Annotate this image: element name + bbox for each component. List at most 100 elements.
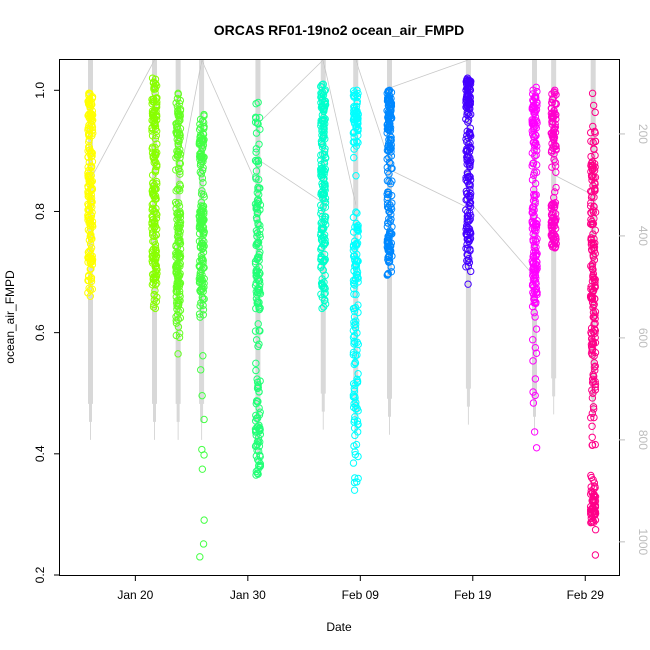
data-point: [87, 163, 96, 171]
data-point: [549, 193, 558, 202]
data-point: [387, 88, 396, 97]
data-point: [251, 156, 260, 165]
data-point: [197, 148, 205, 156]
data-point: [318, 139, 326, 147]
altitude-transit: [389, 59, 469, 89]
data-point: [551, 188, 559, 196]
data-point: [550, 133, 559, 142]
data-point: [552, 183, 560, 192]
data-point: [588, 262, 596, 271]
data-point: [174, 165, 183, 173]
data-point: [590, 160, 599, 168]
data-point: [150, 156, 159, 164]
data-point: [588, 422, 596, 430]
data-point: [588, 89, 597, 98]
data-point: [530, 109, 539, 117]
data-point: [384, 102, 393, 110]
data-point: [84, 276, 92, 285]
data-point: [352, 261, 361, 270]
altitude-transit: [257, 159, 324, 204]
data-point: [548, 139, 556, 148]
data-point: [317, 279, 326, 288]
data-point: [317, 89, 325, 97]
data-point: [256, 327, 264, 335]
data-point: [588, 394, 597, 402]
data-point: [588, 337, 597, 345]
data-point: [85, 158, 93, 167]
data-point: [466, 158, 474, 167]
x-tick-label: Jan 30: [230, 588, 266, 602]
data-point: [532, 444, 541, 452]
altitude-transit: [389, 169, 469, 209]
data-point: [153, 162, 161, 171]
data-point: [533, 142, 541, 150]
data-point: [589, 122, 597, 131]
data-point: [317, 290, 325, 298]
data-point: [150, 291, 158, 299]
data-point: [350, 313, 359, 321]
data-point: [530, 152, 539, 160]
data-point: [587, 193, 596, 202]
data-point: [530, 428, 539, 436]
data-point: [196, 120, 204, 128]
data-point: [175, 278, 183, 286]
data-point: [528, 336, 537, 344]
data-point: [199, 285, 207, 293]
data-point: [196, 155, 204, 164]
data-point: [195, 275, 204, 283]
data-point: [529, 220, 537, 228]
data-point: [253, 384, 262, 393]
data-point: [530, 93, 539, 102]
data-point: [197, 251, 206, 260]
data-point: [87, 98, 95, 106]
data-point: [588, 409, 597, 418]
data-point: [252, 366, 260, 375]
data-point: [591, 208, 600, 217]
data-point: [463, 147, 471, 155]
data-point: [255, 298, 263, 307]
data-point: [462, 86, 470, 94]
x-axis: Jan 20 Jan 30 Feb 09 Feb 19 Feb 29: [117, 575, 604, 602]
data-point: [319, 219, 327, 227]
data-point: [254, 183, 262, 192]
data-point: [587, 487, 595, 495]
data-point: [352, 257, 361, 266]
data-point: [591, 526, 600, 534]
right-axis: 200 400 600 800 1000: [619, 124, 650, 556]
data-point: [320, 147, 329, 156]
data-point: [547, 211, 556, 219]
data-point: [350, 360, 358, 369]
data-point: [84, 248, 93, 256]
data-point: [196, 302, 204, 310]
data-point: [253, 239, 261, 247]
data-point: [353, 329, 361, 337]
data-point: [317, 244, 326, 252]
data-point: [252, 431, 260, 440]
data-point: [588, 260, 597, 268]
data-point: [150, 296, 159, 304]
data-point: [175, 300, 183, 309]
data-point: [321, 239, 329, 248]
data-point: [173, 130, 181, 139]
data-point: [352, 90, 360, 99]
data-point: [591, 482, 599, 491]
data-point: [353, 378, 362, 387]
data-point: [148, 186, 157, 194]
data-point: [320, 150, 329, 159]
data-point: [198, 166, 207, 175]
data-point: [151, 151, 160, 160]
data-point: [466, 234, 475, 243]
data-point: [591, 163, 599, 171]
data-point: [531, 236, 539, 244]
data-point: [175, 296, 183, 305]
y-tick-label: 0.4: [33, 445, 47, 462]
data-point: [386, 100, 394, 108]
data-point: [196, 274, 204, 282]
data-point: [531, 92, 540, 100]
data-point: [547, 104, 556, 112]
data-point: [354, 474, 362, 483]
data-point: [588, 265, 597, 273]
data-point: [552, 115, 560, 123]
data-point: [172, 287, 180, 295]
right-tick-label: 400: [636, 226, 650, 246]
